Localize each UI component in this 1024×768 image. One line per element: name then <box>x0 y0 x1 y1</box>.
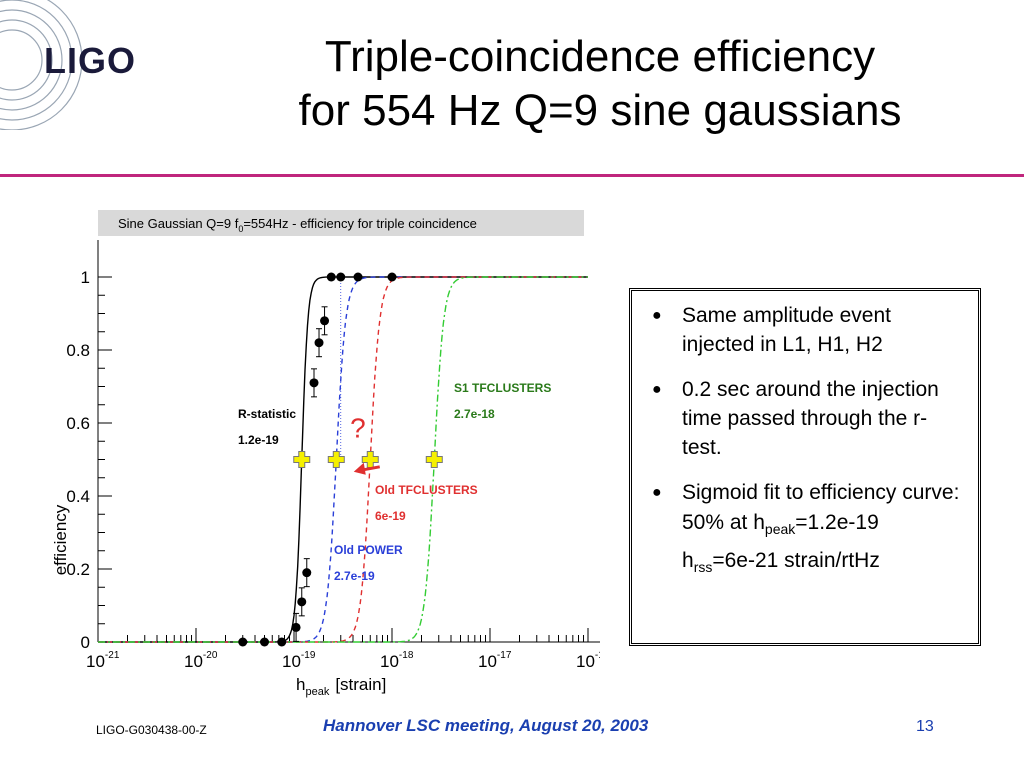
x-axis-label: hpeak [strain] <box>296 675 386 698</box>
annotation-value: 2.7e-18 <box>454 407 495 421</box>
fit-result-line: 50% at hpeak=1.2e-19 <box>682 511 879 538</box>
annotation-value: 6e-19 <box>375 509 406 523</box>
data-point <box>387 272 397 282</box>
yellow-cross-marker <box>293 451 311 468</box>
notes-box: ● Same amplitude event injected in L1, H1… <box>629 288 981 646</box>
chart-title-box <box>98 210 584 236</box>
x-tick-label: 10-21 <box>86 650 120 671</box>
x-tick-label: 10-19 <box>282 650 316 671</box>
bullet-list: ● Same amplitude event injected in L1, H1… <box>646 301 964 583</box>
data-point <box>314 338 324 348</box>
y-tick-label: 0.2 <box>66 560 90 579</box>
page-number: 13 <box>916 718 934 735</box>
bullet-item: ● 0.2 sec around the injection time passe… <box>646 375 964 462</box>
data-point <box>238 637 248 647</box>
logo-text: LIGO <box>44 40 136 81</box>
data-point <box>336 272 346 282</box>
yellow-cross-marker <box>425 451 443 468</box>
question-mark: ? <box>350 413 366 444</box>
yellow-cross-marker <box>327 451 345 468</box>
data-point <box>291 622 301 632</box>
bullet-text: Sigmoid fit to efficiency curve: <box>682 481 960 504</box>
annotation-label: Old POWER <box>334 543 403 557</box>
title-divider <box>0 174 1024 177</box>
data-point <box>309 378 319 388</box>
annotation-label: Old TFCLUSTERS <box>375 483 478 497</box>
x-tick-label: 10-20 <box>184 650 218 671</box>
bullet-dot-icon: ● <box>652 484 662 501</box>
y-axis-label: efficiency <box>51 504 70 575</box>
annotation-value: 2.7e-19 <box>334 569 375 583</box>
bullet-dot-icon: ● <box>652 307 662 324</box>
y-tick-label: 1 <box>81 268 90 287</box>
y-tick-label: 0.8 <box>66 341 90 360</box>
data-point <box>259 637 269 647</box>
data-point <box>320 316 330 326</box>
efficiency-chart: Sine Gaussian Q=9 f0=554Hz - efficiency … <box>40 200 604 700</box>
data-point <box>302 568 312 578</box>
plot-frame <box>97 239 601 683</box>
bullet-dot-icon: ● <box>652 381 662 398</box>
title-line-1: Triple-coincidence efficiency <box>324 32 876 81</box>
chart-svg: Sine Gaussian Q=9 f0=554Hz - efficiency … <box>51 210 604 698</box>
bullet-text: Same amplitude event injected in L1, H1,… <box>682 304 891 356</box>
data-point <box>297 597 307 607</box>
title-line-2: for 554 Hz Q=9 sine gaussians <box>298 86 902 135</box>
x-tick-label: 10-17 <box>478 650 512 671</box>
data-point <box>277 637 287 647</box>
y-tick-label: 0.6 <box>66 414 90 433</box>
bullet-text: 0.2 sec around the injection time passed… <box>682 378 939 459</box>
document-id: LIGO-G030438-00-Z <box>96 723 207 737</box>
efficiency-curve <box>98 276 588 643</box>
bullet-item: ● Sigmoid fit to efficiency curve: 50% at… <box>646 478 964 583</box>
hrss-line: hrss=6e-21 strain/rtHz <box>682 549 880 576</box>
annotation-label: S1 TFCLUSTERS <box>454 381 551 395</box>
data-point <box>353 272 363 282</box>
y-tick-label: 0.4 <box>66 487 90 506</box>
data-point <box>326 272 336 282</box>
chart-title: Sine Gaussian Q=9 f0=554Hz - efficiency … <box>118 216 477 234</box>
annotation-label: R-statistic <box>238 407 296 421</box>
meeting-caption: Hannover LSC meeting, August 20, 2003 <box>323 716 649 735</box>
bullet-item: ● Same amplitude event injected in L1, H1… <box>646 301 964 359</box>
y-tick-label: 0 <box>81 633 90 652</box>
slide-title: Triple-coincidence efficiency for 554 Hz… <box>200 30 1000 138</box>
x-tick-label: 10-1 <box>576 650 600 671</box>
red-arrow-head <box>353 462 366 475</box>
ligo-logo: LIGO <box>0 0 170 131</box>
annotation-value: 1.2e-19 <box>238 433 279 447</box>
x-tick-label: 10-18 <box>380 650 414 671</box>
